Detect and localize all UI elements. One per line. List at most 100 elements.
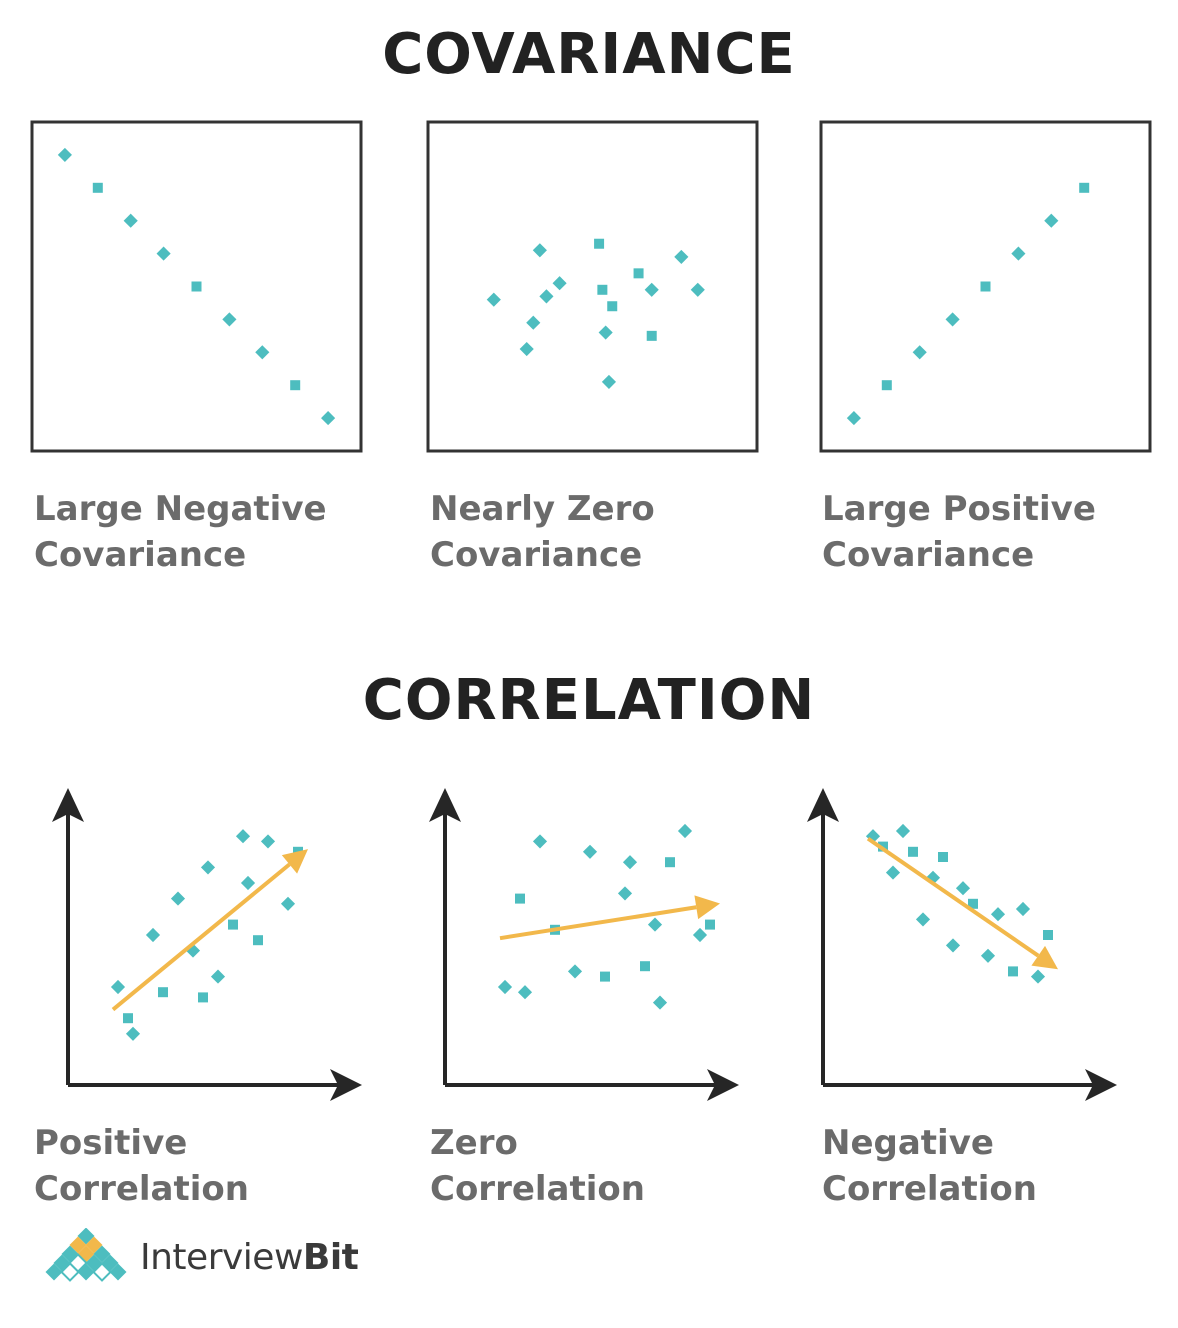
caption-line: Correlation — [430, 1169, 645, 1209]
data-point — [255, 345, 270, 360]
large-negative-caption: Large Negative Covariance — [34, 486, 327, 578]
data-point — [158, 987, 168, 998]
zero-correlation-caption: Zero Correlation — [430, 1120, 645, 1212]
logo-mark-icon — [45, 1228, 127, 1282]
data-point — [532, 834, 548, 849]
caption-line: Covariance — [34, 535, 247, 575]
logo-text-b: Bit — [302, 1236, 359, 1278]
caption-line: Covariance — [430, 535, 643, 575]
positive-correlation-plot — [52, 788, 362, 1101]
data-point — [57, 147, 72, 162]
data-point — [908, 846, 918, 857]
nearly-zero-covariance-plot — [426, 120, 759, 453]
data-point — [945, 938, 961, 953]
large-positive-covariance-plot — [819, 120, 1152, 453]
data-point — [1008, 966, 1018, 977]
caption-line: Large Positive — [822, 489, 1096, 529]
nearly-zero-caption: Nearly Zero Covariance — [430, 486, 655, 578]
y-axis-arrowhead-icon — [429, 788, 461, 822]
data-point — [235, 829, 251, 844]
data-point — [526, 315, 541, 330]
data-point — [1030, 969, 1046, 984]
data-point — [123, 1013, 133, 1024]
data-point — [321, 411, 336, 426]
data-point — [640, 961, 650, 972]
data-point — [980, 948, 996, 963]
data-point — [290, 380, 301, 391]
logo-wordmark: InterviewBit — [140, 1236, 359, 1278]
data-point — [912, 345, 927, 360]
correlation-title: CORRELATION — [362, 668, 816, 733]
data-point — [1015, 901, 1031, 917]
data-point — [600, 971, 610, 982]
data-point — [1079, 182, 1090, 193]
y-axis-arrowhead-icon — [807, 788, 839, 822]
trend-arrow-line — [866, 836, 1040, 958]
data-point — [968, 898, 978, 909]
data-point — [92, 182, 103, 193]
data-point — [497, 979, 513, 995]
trend-arrowhead-icon — [281, 849, 308, 874]
data-point — [170, 891, 186, 906]
data-point — [200, 860, 216, 875]
data-point — [1043, 930, 1053, 940]
caption-line: Covariance — [822, 535, 1035, 575]
interviewbit-logo[interactable]: InterviewBit — [40, 1228, 359, 1286]
data-point — [692, 927, 708, 943]
zero-correlation-plot — [429, 788, 739, 1101]
data-point — [515, 893, 525, 904]
data-point — [253, 935, 263, 946]
data-point — [280, 896, 296, 911]
negative-correlation-plot — [807, 788, 1117, 1101]
data-point — [198, 992, 208, 1003]
data-point — [945, 312, 960, 327]
covariance-title: COVARIANCE — [382, 22, 796, 87]
data-point — [110, 979, 126, 995]
data-point — [594, 238, 605, 249]
data-point — [532, 243, 547, 258]
plot-axes — [807, 788, 1117, 1101]
y-axis-arrowhead-icon — [52, 788, 84, 822]
caption-line: Nearly Zero — [430, 489, 655, 529]
data-point — [228, 919, 238, 930]
data-point — [677, 823, 693, 839]
caption-line: Positive — [34, 1123, 188, 1163]
plot-frame — [30, 120, 363, 453]
plot-frame — [819, 120, 1152, 453]
data-point — [617, 886, 633, 901]
positive-correlation-caption: Positive Correlation — [34, 1120, 249, 1212]
data-point — [644, 282, 659, 297]
large-negative-covariance-plot — [30, 120, 363, 453]
data-point — [647, 917, 663, 932]
data-point — [260, 834, 276, 849]
plot-frame — [426, 120, 759, 453]
data-point — [646, 330, 657, 341]
data-point — [895, 823, 911, 839]
data-point — [552, 276, 567, 291]
data-point — [601, 374, 617, 389]
data-point — [665, 857, 675, 868]
data-point — [567, 964, 583, 979]
data-point — [633, 268, 644, 279]
data-point — [539, 289, 554, 304]
data-point — [1011, 246, 1026, 261]
data-point — [517, 985, 533, 1000]
data-point — [938, 852, 948, 862]
caption-line: Correlation — [822, 1169, 1037, 1209]
data-point — [980, 281, 991, 292]
data-point — [597, 284, 608, 295]
plot-axes — [429, 788, 739, 1101]
data-point — [156, 246, 171, 261]
data-point — [955, 881, 971, 896]
logo-text-a: Interview — [140, 1236, 303, 1278]
data-point — [846, 411, 861, 426]
caption-line: Zero — [430, 1123, 518, 1163]
data-point — [915, 912, 931, 927]
caption-line: Correlation — [34, 1169, 249, 1209]
plot-axes — [52, 788, 362, 1101]
data-point — [598, 325, 613, 340]
data-point — [191, 281, 202, 292]
data-point — [210, 969, 226, 984]
data-point — [705, 919, 715, 930]
negative-correlation-caption: Negative Correlation — [822, 1120, 1037, 1212]
